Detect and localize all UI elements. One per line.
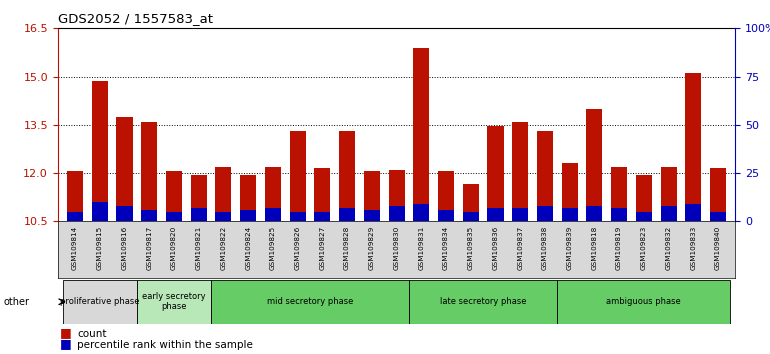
Text: late secretory phase: late secretory phase [440, 297, 527, 306]
Text: GSM109816: GSM109816 [122, 226, 128, 270]
Text: GSM109819: GSM109819 [616, 226, 622, 270]
Bar [137, 280, 211, 324]
Bar [661, 206, 677, 221]
Bar [141, 121, 157, 221]
Text: GSM109836: GSM109836 [493, 226, 498, 270]
Bar [339, 208, 355, 221]
Bar [561, 163, 578, 221]
Text: mid secretory phase: mid secretory phase [267, 297, 353, 306]
Text: GSM109826: GSM109826 [295, 226, 300, 270]
Text: early secretory
phase: early secretory phase [142, 292, 206, 312]
Bar [611, 167, 627, 221]
Bar [438, 210, 454, 221]
Text: proliferative phase: proliferative phase [60, 297, 139, 306]
Text: count: count [77, 329, 106, 339]
Text: GSM109837: GSM109837 [517, 226, 523, 270]
Bar [389, 170, 404, 221]
Text: GSM109830: GSM109830 [393, 226, 400, 270]
Bar [265, 208, 281, 221]
Text: GSM109835: GSM109835 [467, 226, 474, 270]
Bar [339, 131, 355, 221]
Text: GSM109827: GSM109827 [320, 226, 326, 270]
Bar [240, 175, 256, 221]
Bar [537, 206, 553, 221]
Text: GSM109820: GSM109820 [171, 226, 177, 270]
Text: GSM109818: GSM109818 [591, 226, 598, 270]
Bar [211, 280, 409, 324]
Bar [685, 204, 701, 221]
Bar [561, 208, 578, 221]
Bar [487, 126, 504, 221]
Text: percentile rank within the sample: percentile rank within the sample [77, 341, 253, 350]
Text: GSM109822: GSM109822 [220, 226, 226, 270]
Text: ambiguous phase: ambiguous phase [607, 297, 681, 306]
Text: GSM109840: GSM109840 [715, 226, 721, 270]
Bar [191, 175, 207, 221]
Text: GSM109823: GSM109823 [641, 226, 647, 270]
Bar [314, 212, 330, 221]
Text: GSM109832: GSM109832 [665, 226, 671, 270]
Text: GSM109834: GSM109834 [443, 226, 449, 270]
Bar [389, 206, 404, 221]
Text: GSM109825: GSM109825 [270, 226, 276, 270]
Text: GSM109817: GSM109817 [146, 226, 152, 270]
Bar [67, 212, 83, 221]
Bar [611, 208, 627, 221]
Bar [116, 206, 132, 221]
Text: GSM109833: GSM109833 [691, 226, 696, 270]
Bar [116, 117, 132, 221]
Text: GSM109815: GSM109815 [97, 226, 102, 270]
Bar [685, 73, 701, 221]
Bar [409, 280, 557, 324]
Text: GSM109814: GSM109814 [72, 226, 78, 270]
Text: GSM109828: GSM109828 [344, 226, 350, 270]
Bar [438, 171, 454, 221]
Bar [586, 109, 602, 221]
Bar [710, 212, 726, 221]
Bar [290, 131, 306, 221]
Bar [92, 202, 108, 221]
Bar [290, 212, 306, 221]
Bar [512, 208, 528, 221]
Bar [487, 208, 504, 221]
Bar [92, 81, 108, 221]
Bar [62, 280, 137, 324]
Bar [661, 167, 677, 221]
Bar [67, 171, 83, 221]
Text: GSM109831: GSM109831 [418, 226, 424, 270]
Bar [363, 171, 380, 221]
Bar [463, 212, 479, 221]
Bar [216, 167, 232, 221]
Bar [636, 212, 652, 221]
Bar [586, 206, 602, 221]
Bar [314, 168, 330, 221]
Bar [537, 131, 553, 221]
Bar [557, 280, 731, 324]
Text: GSM109829: GSM109829 [369, 226, 375, 270]
Text: GSM109839: GSM109839 [567, 226, 573, 270]
Text: ■: ■ [60, 326, 72, 339]
Text: ■: ■ [60, 337, 72, 350]
Bar [166, 171, 182, 221]
Bar [216, 212, 232, 221]
Bar [636, 175, 652, 221]
Bar [413, 204, 430, 221]
Text: GSM109821: GSM109821 [196, 226, 202, 270]
Text: GSM109824: GSM109824 [245, 226, 251, 270]
Bar [141, 210, 157, 221]
Bar [413, 47, 430, 221]
Text: GDS2052 / 1557583_at: GDS2052 / 1557583_at [58, 12, 213, 25]
Bar [166, 212, 182, 221]
Bar [512, 121, 528, 221]
Text: GSM109838: GSM109838 [542, 226, 548, 270]
Bar [363, 210, 380, 221]
Bar [463, 184, 479, 221]
Bar [710, 168, 726, 221]
Bar [240, 210, 256, 221]
Bar [265, 167, 281, 221]
Text: other: other [4, 297, 30, 307]
Bar [191, 208, 207, 221]
